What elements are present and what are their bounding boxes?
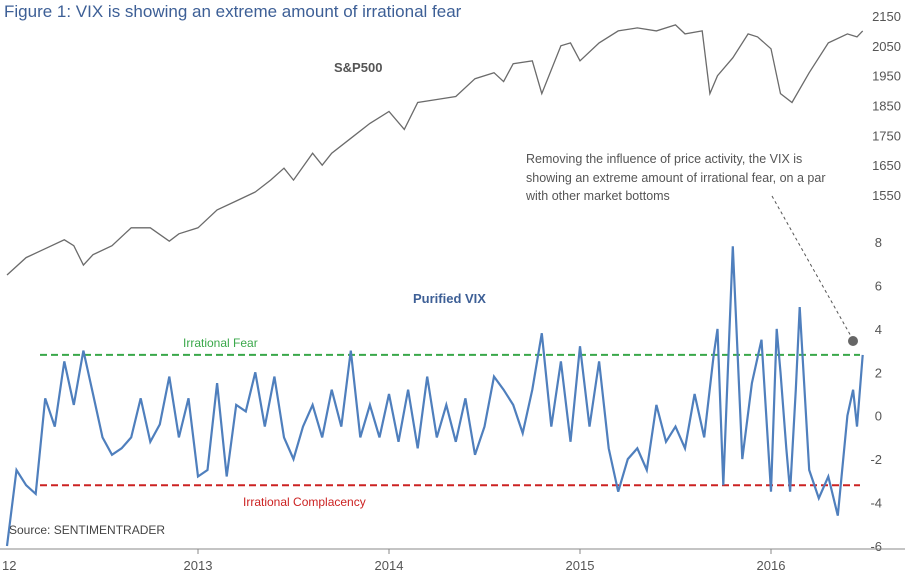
spx-tick-label: 1750 xyxy=(872,128,901,143)
irrational-fear-label: Irrational Fear xyxy=(183,336,258,350)
spx-tick-label: 1850 xyxy=(872,99,901,114)
x-tick-label: 2015 xyxy=(566,558,595,573)
spx-tick-label: 2150 xyxy=(872,9,901,24)
vix-tick-label: 0 xyxy=(875,409,882,424)
spx-tick-label: 2050 xyxy=(872,39,901,54)
vix-tick-label: 6 xyxy=(875,278,882,293)
vix-tick-label: 2 xyxy=(875,365,882,380)
figure-title: Figure 1: VIX is showing an extreme amou… xyxy=(4,2,462,21)
source-credit: Source: SENTIMENTRADER xyxy=(9,523,166,537)
annotation-arrow xyxy=(771,195,853,339)
spx-tick-label: 1950 xyxy=(872,69,901,84)
x-tick-label: 12 xyxy=(2,558,16,573)
x-axis-ticks: 12 2013 2014 2015 2016 xyxy=(2,549,785,573)
annotation-text: Removing the influence of price activity… xyxy=(526,152,826,203)
vix-tick-label: -4 xyxy=(870,496,882,511)
spx-axis-ticks: 2150 2050 1950 1850 1750 1650 1550 xyxy=(872,9,901,203)
x-tick-label: 2016 xyxy=(757,558,786,573)
latest-value-marker xyxy=(848,336,858,346)
spx-tick-label: 1550 xyxy=(872,188,901,203)
x-tick-label: 2014 xyxy=(375,558,404,573)
vix-tick-label: -2 xyxy=(870,452,882,467)
irrational-complacency-label: Irrational Complacency xyxy=(243,495,366,509)
vix-tick-label: 8 xyxy=(875,235,882,250)
spx-label: S&P500 xyxy=(334,60,382,75)
spx-series-line xyxy=(6,24,864,276)
vix-tick-label: 4 xyxy=(875,322,882,337)
vix-series-line xyxy=(5,246,864,547)
vix-label: Purified VIX xyxy=(413,291,486,306)
vix-tick-label: -6 xyxy=(870,539,882,554)
x-tick-label: 2013 xyxy=(184,558,213,573)
spx-tick-label: 1650 xyxy=(872,158,901,173)
vix-axis-ticks: 8 6 4 2 0 -2 -4 -6 xyxy=(870,235,882,554)
